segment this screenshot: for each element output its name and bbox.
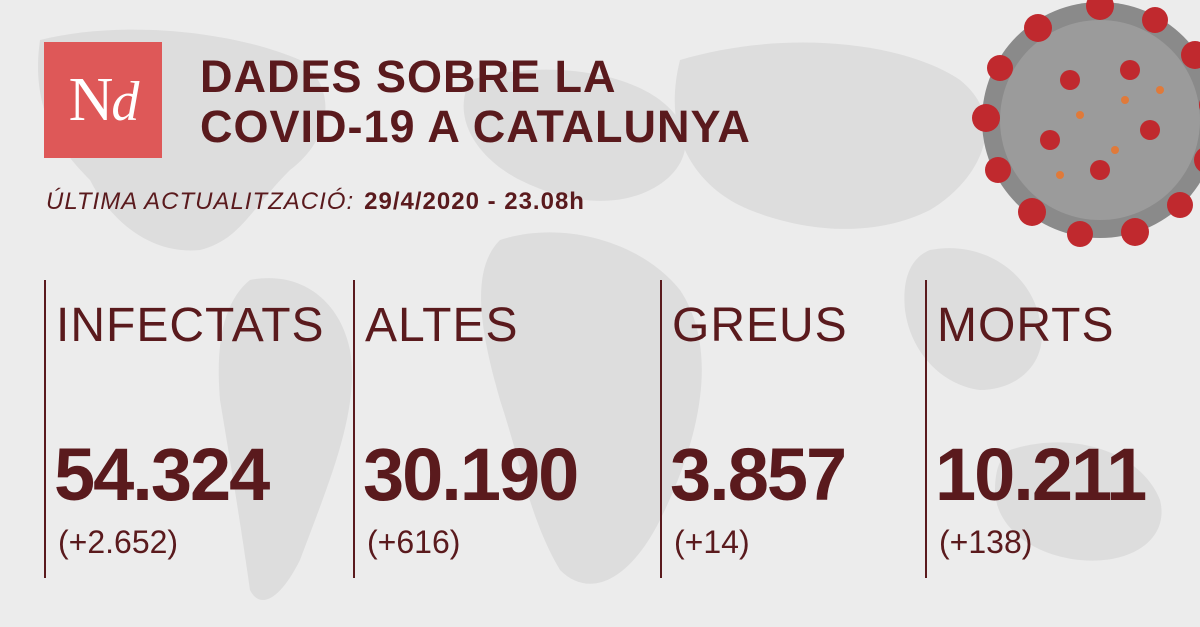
title-line-2: COVID-19 A CATALUNYA (200, 101, 751, 152)
logo-letter-d: d (111, 71, 139, 133)
stat-delta: (+138) (939, 524, 1033, 560)
page-title: DADES SOBRE LA COVID-19 A CATALUNYA (200, 52, 751, 152)
stat-greus: GREUS 3.857 (+14) (660, 280, 847, 578)
nd-logo: Nd (44, 42, 162, 158)
stat-label: GREUS (672, 299, 848, 352)
stat-value: 30.190 (363, 433, 579, 516)
last-update: ÚLTIMA ACTUALITZACIÓ: 29/4/2020 - 23.08h (46, 188, 585, 216)
stat-delta: (+616) (367, 524, 461, 560)
stat-delta: (+14) (674, 524, 750, 560)
stat-morts: MORTS 10.211 (+138) (925, 280, 1147, 578)
stat-value: 54.324 (54, 433, 270, 516)
stat-label: INFECTATS (56, 299, 325, 352)
stat-value: 3.857 (670, 433, 847, 516)
stat-label: ALTES (365, 299, 519, 352)
title-line-1: DADES SOBRE LA (200, 51, 617, 102)
stat-delta: (+2.652) (58, 524, 179, 560)
stat-altes: ALTES 30.190 (+616) (353, 280, 579, 578)
nd-logo-text: Nd (68, 66, 140, 134)
coronavirus-icon (972, 0, 1200, 247)
stat-label: MORTS (937, 299, 1115, 352)
last-update-label: ÚLTIMA ACTUALITZACIÓ: (46, 188, 355, 215)
stat-value: 10.211 (935, 433, 1147, 516)
stat-infectats: INFECTATS 54.324 (+2.652) (44, 280, 324, 578)
last-update-timestamp: 29/4/2020 - 23.08h (364, 188, 585, 215)
logo-letter-n: N (68, 66, 114, 134)
